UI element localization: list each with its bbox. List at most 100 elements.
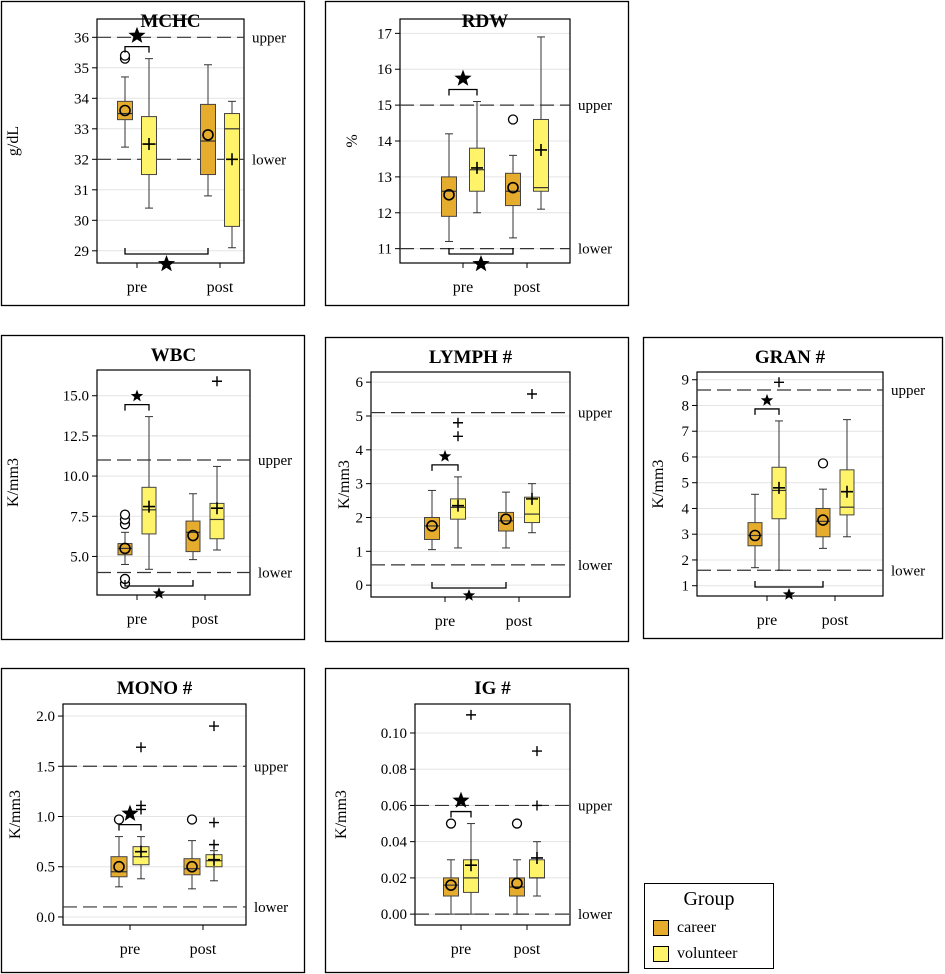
y-tick-label: 1 <box>682 579 690 595</box>
iqr-box <box>185 520 201 553</box>
outlier-point <box>532 800 542 811</box>
box-volunteer-post <box>839 419 855 538</box>
iqr-box <box>498 511 514 532</box>
iqr-box <box>224 113 240 227</box>
y-tick-label: 11 <box>378 242 392 258</box>
chart-title: RDW <box>462 11 508 32</box>
outlier-point <box>212 376 222 387</box>
box-volunteer-pre <box>132 742 150 880</box>
box-career-post <box>509 818 525 915</box>
mean-marker <box>426 520 438 532</box>
chart-title: MCHC <box>140 11 200 32</box>
legend-label-volunteer: volunteer <box>677 945 738 962</box>
mean-marker <box>507 181 519 194</box>
significance-star <box>760 393 774 406</box>
iqr-box <box>505 172 521 207</box>
reference-label-upper: upper <box>578 406 612 422</box>
y-tick-label: 36 <box>74 30 90 46</box>
mean-marker <box>187 529 199 542</box>
outlier-point <box>209 839 219 850</box>
mean-marker <box>817 514 829 526</box>
y-tick-label: 12.5 <box>63 429 89 445</box>
y-tick-label: 14 <box>377 134 393 150</box>
significance-bracket <box>124 248 209 255</box>
y-tick-label: 10.0 <box>63 469 89 485</box>
y-tick-label: 8 <box>682 398 690 414</box>
y-axis-label: K/mm3 <box>5 458 22 507</box>
mean-marker <box>465 859 477 872</box>
mean-marker <box>773 481 785 494</box>
chart-title: LYMPH # <box>429 347 513 368</box>
mean-marker <box>445 879 457 891</box>
y-tick-label: 4 <box>356 443 364 459</box>
panel-mchc: MCHC 29 30 31 32 33 34 35 36 g/dL pre post upper lowe… <box>0 0 306 307</box>
outlier-point <box>209 817 219 828</box>
y-tick-label: 16 <box>377 62 393 78</box>
mean-marker <box>119 104 131 117</box>
mean-marker <box>202 129 214 141</box>
plot-area <box>62 703 247 926</box>
plot-area <box>96 369 251 596</box>
panel-ig: IG # 0.00 0.02 0.04 0.06 0.08 0.10 K/mm3 pre post… <box>324 667 630 974</box>
box-volunteer-pre <box>463 709 479 915</box>
significance-bracket <box>124 403 150 411</box>
significance-bracket <box>754 408 780 415</box>
mean-marker <box>526 492 538 505</box>
reference-label-lower: lower <box>578 242 612 258</box>
x-tick-label-pre: pre <box>127 279 147 296</box>
outlier-point <box>113 814 125 825</box>
chart-title: MONO # <box>117 678 193 699</box>
panel-frame <box>324 336 630 643</box>
box-volunteer-post <box>524 388 540 534</box>
x-tick-label-post: post <box>822 612 849 629</box>
significance-star <box>157 255 176 272</box>
outlier-point <box>186 814 198 825</box>
reference-label-upper: upper <box>258 453 292 469</box>
mean-marker <box>443 189 455 201</box>
mean-marker <box>113 860 125 873</box>
outlier-point <box>453 417 463 428</box>
y-tick-label: 1 <box>356 544 364 560</box>
chart-title: GRAN # <box>755 347 826 368</box>
legend-item-volunteer: volunteer <box>653 944 737 964</box>
y-tick-label: 1.5 <box>36 759 55 775</box>
mean-marker <box>452 499 464 512</box>
reference-label-upper: upper <box>252 30 286 46</box>
outlier-point <box>817 458 829 469</box>
outlier-point <box>453 431 463 442</box>
significance-bracket <box>450 810 472 818</box>
reference-label-upper: upper <box>578 98 612 114</box>
legend-item-career: career <box>653 918 716 938</box>
outlier-point <box>119 509 131 520</box>
chart-title: WBC <box>151 345 196 366</box>
mean-marker <box>135 845 147 858</box>
reference-label-lower: lower <box>578 558 612 574</box>
y-tick-label: 0.06 <box>381 798 408 814</box>
mean-marker <box>211 502 223 515</box>
y-tick-label: 6 <box>356 375 364 391</box>
mean-marker <box>143 500 155 513</box>
legend-label-career: career <box>677 919 717 936</box>
y-axis-label: % <box>344 134 361 147</box>
significance-star <box>130 389 144 402</box>
outlier-point <box>511 818 523 829</box>
y-tick-label: 12 <box>377 206 392 222</box>
y-tick-label: 4 <box>682 501 690 517</box>
box-career-post <box>505 114 521 239</box>
significance-bracket <box>124 580 194 587</box>
y-tick-label: 0.02 <box>381 871 407 887</box>
panel-frame <box>642 336 944 640</box>
legend-swatch-volunteer <box>653 946 669 962</box>
panel-mono: MONO # 0.0 0.5 1.0 1.5 2.0 K/mm3 pre post upper lo… <box>0 667 306 974</box>
significance-star <box>452 791 470 808</box>
outlier-point <box>136 800 146 811</box>
y-tick-label: 6 <box>682 450 690 466</box>
significance-star <box>121 804 139 821</box>
panel-frame <box>0 667 306 974</box>
y-tick-label: 30 <box>74 213 89 229</box>
reference-label-upper: upper <box>578 798 612 814</box>
y-axis-label: K/mm3 <box>650 460 667 509</box>
y-tick-label: 33 <box>74 122 89 138</box>
outlier-point <box>532 746 542 757</box>
panel-lymph: LYMPH # 0 1 2 3 4 5 6 K/mm3 pre post upper lower <box>324 336 630 643</box>
